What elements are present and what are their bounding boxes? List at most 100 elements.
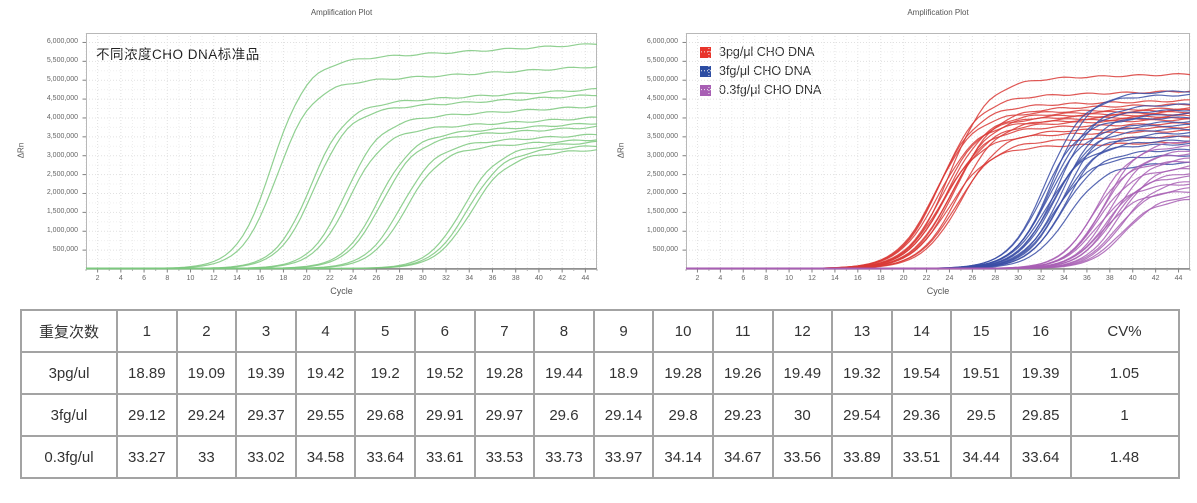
x-axis-tick-label: 40 — [1128, 275, 1137, 282]
x-axis-tick-label: 36 — [488, 275, 497, 282]
x-axis-tick-label: 4 — [118, 275, 123, 282]
x-axis-tick-label: 34 — [465, 275, 474, 282]
ct-value-cell: 19.28 — [652, 351, 714, 395]
y-axis-tick-label: 1,500,000 — [646, 208, 678, 216]
x-axis-tick-label: 8 — [165, 275, 170, 282]
ct-value-cell: 18.9 — [592, 351, 655, 395]
ct-value-cell: 29.97 — [473, 393, 536, 437]
ct-value-cell: 29.85 — [1009, 393, 1072, 437]
ct-value-cell: 29.55 — [294, 393, 357, 437]
table-header-cell: 13 — [831, 309, 893, 353]
x-axis-tick-label: 26 — [372, 275, 381, 282]
x-axis-tick-label: 44 — [1174, 275, 1183, 282]
ct-value-cell: 29.37 — [235, 393, 297, 437]
table-header-cell: 11 — [711, 309, 774, 353]
x-axis-tick-label: 32 — [1037, 275, 1045, 282]
amplification-curve — [86, 87, 598, 270]
table-header-row: 重复次数 1 2 3 4 5 6 7 8 9 10 11 12 13 14 15 16 CV% — [20, 309, 1180, 353]
ct-value-cell: 34.14 — [652, 435, 714, 479]
x-axis-tick-label: 6 — [741, 275, 746, 282]
amplification-plot-standards: Amplification Plot 不同浓度CHO DNA标准品 500,00… — [8, 3, 604, 305]
y-axis-tick-label: 2,000,000 — [646, 189, 678, 197]
x-axis-tick-label: 12 — [209, 275, 218, 282]
y-axis-title: ΔRn — [16, 142, 26, 159]
ct-value-cell: 33.64 — [1009, 435, 1072, 479]
y-axis-tick-label: 500,000 — [52, 246, 78, 254]
table-header-cell: 2 — [175, 309, 238, 353]
y-axis-tick-label: 3,500,000 — [646, 132, 678, 140]
ct-value-cell: 33.51 — [890, 435, 953, 479]
ct-value-cell: 29.6 — [533, 393, 595, 437]
ct-value-cell: 33.27 — [116, 435, 178, 479]
x-axis-tick-label: 24 — [349, 275, 357, 282]
amplification-plot-samples: Amplification Plot 3pg/μl CHO DNA 3fg/μl … — [608, 3, 1197, 305]
table-header-cell: CV% — [1069, 309, 1180, 353]
row-label: 3fg/ul — [20, 393, 118, 437]
y-axis-tick-label: 1,000,000 — [646, 227, 678, 235]
ct-value-cell: 33.56 — [771, 435, 834, 479]
ct-value-cell: 34.58 — [294, 435, 357, 479]
x-axis-tick-label: 32 — [442, 275, 450, 282]
y-axis-tick-label: 4,000,000 — [46, 113, 78, 121]
x-axis-tick-label: 30 — [1014, 275, 1023, 282]
x-axis-tick-label: 20 — [302, 275, 311, 282]
y-axis-tick-label: 4,000,000 — [646, 113, 678, 121]
cv-value-cell: 1 — [1069, 393, 1180, 437]
ct-value-cell: 33.89 — [831, 435, 893, 479]
chart-title: Amplification Plot — [907, 8, 969, 17]
x-axis-tick-label: 38 — [511, 275, 520, 282]
y-axis-tick-label: 3,500,000 — [46, 132, 78, 140]
ct-value-cell: 19.28 — [473, 351, 536, 395]
table-header-cell: 4 — [294, 309, 357, 353]
x-axis-title: Cycle — [330, 286, 353, 296]
chart-title: Amplification Plot — [310, 8, 373, 17]
x-axis-tick-label: 10 — [186, 275, 195, 282]
amplification-curve — [686, 198, 1191, 270]
x-axis-tick-label: 10 — [785, 275, 793, 282]
x-axis-tick-label: 16 — [256, 275, 265, 282]
y-axis-tick-label: 1,000,000 — [46, 227, 78, 235]
ct-value-cell: 19.32 — [831, 351, 893, 395]
ct-value-cell: 33 — [175, 435, 238, 479]
x-axis-tick-label: 28 — [991, 275, 1000, 282]
table-header-cell: 6 — [413, 309, 476, 353]
plot-canvas — [682, 33, 1191, 273]
x-axis-tick-label: 14 — [831, 275, 839, 282]
ct-value-cell: 19.26 — [711, 351, 774, 395]
ct-value-cell: 34.67 — [711, 435, 774, 479]
x-axis-tick-label: 2 — [695, 275, 700, 282]
table-row: 3pg/ul 18.89 19.09 19.39 19.42 19.2 19.52 19.28… — [20, 351, 1180, 395]
table-header-cell: 5 — [354, 309, 416, 353]
y-axis-tick-label: 5,500,000 — [646, 57, 678, 65]
cv-value-cell: 1.05 — [1069, 351, 1180, 395]
y-axis-tick-label: 2,500,000 — [46, 170, 78, 178]
ct-value-cell: 19.49 — [771, 351, 834, 395]
x-axis-tick-label: 18 — [279, 275, 288, 282]
ct-value-cell: 29.12 — [116, 393, 178, 437]
x-axis-tick-label: 24 — [945, 275, 954, 282]
x-axis-tick-label: 16 — [853, 275, 862, 282]
table-header-cell: 16 — [1009, 309, 1072, 353]
x-axis-tick-label: 38 — [1105, 275, 1114, 282]
x-axis-tick-label: 18 — [876, 275, 885, 282]
plot-annotation: 不同浓度CHO DNA标准品 — [96, 47, 260, 62]
ct-value-cell: 33.64 — [354, 435, 416, 479]
ct-value-cell: 19.52 — [413, 351, 476, 395]
table-header-cell: 15 — [950, 309, 1012, 353]
cv-value-cell: 1.48 — [1069, 435, 1180, 479]
y-axis-tick-label: 2,500,000 — [646, 170, 678, 178]
ct-value-cell: 19.51 — [950, 351, 1012, 395]
x-axis-tick-label: 40 — [535, 275, 543, 282]
ct-value-cell: 19.2 — [354, 351, 416, 395]
x-axis-tick-label: 8 — [764, 275, 769, 282]
table-header-cell: 14 — [890, 309, 953, 353]
x-axis-tick-label: 2 — [95, 275, 100, 282]
plot-canvas — [82, 33, 598, 273]
x-axis-tick-label: 22 — [922, 275, 931, 282]
ct-value-cell: 33.61 — [413, 435, 476, 479]
amplification-curve — [86, 149, 598, 270]
y-axis-tick-label: 500,000 — [652, 246, 678, 254]
x-axis-tick-label: 14 — [233, 275, 241, 282]
x-axis-tick-label: 6 — [142, 275, 147, 282]
